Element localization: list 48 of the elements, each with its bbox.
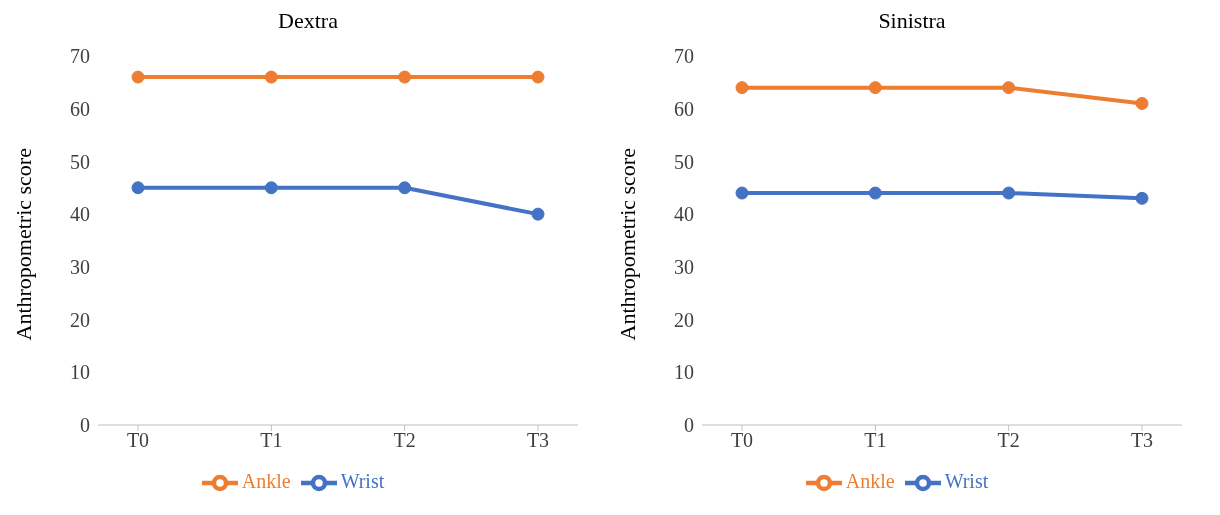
point — [531, 70, 545, 84]
point — [398, 181, 412, 195]
y-tick-label: 30 — [674, 255, 694, 278]
point — [398, 70, 412, 84]
chart-title: Sinistra — [877, 8, 947, 35]
legend-label: Wrist — [340, 469, 385, 492]
point — [1135, 96, 1149, 110]
y-tick-label: 40 — [70, 203, 90, 226]
y-tick-label: 60 — [70, 97, 90, 120]
y-tick-label: 30 — [70, 255, 90, 278]
x-tick-label: T1 — [864, 429, 887, 452]
y-tick-label: 40 — [674, 203, 694, 226]
y-tick-label: 10 — [674, 361, 694, 384]
y-tick-label: 0 — [80, 414, 90, 437]
point — [264, 181, 278, 195]
y-tick-label: 20 — [674, 308, 694, 331]
point — [1135, 191, 1149, 205]
point — [868, 186, 882, 200]
y-axis-title: Anthropometric score — [10, 148, 36, 341]
x-tick-label: T2 — [393, 429, 416, 452]
point — [868, 81, 882, 95]
y-tick-label: 60 — [674, 97, 694, 120]
point — [1002, 81, 1016, 95]
legend-label: Ankle — [241, 469, 291, 492]
x-tick-label: T0 — [126, 429, 150, 452]
x-tick-label: T0 — [730, 429, 754, 452]
point — [531, 207, 545, 221]
point — [735, 81, 749, 95]
point — [131, 181, 145, 195]
point — [1002, 186, 1016, 200]
x-tick-label: T2 — [997, 429, 1020, 452]
y-tick-label: 70 — [674, 45, 694, 68]
y-tick-label: 20 — [70, 308, 90, 331]
legend-label: Wrist — [944, 469, 989, 492]
y-tick-label: 0 — [684, 414, 694, 437]
y-tick-label: 50 — [70, 150, 90, 173]
x-tick-label: T1 — [260, 429, 283, 452]
x-tick-label: T3 — [526, 429, 550, 452]
y-tick-label: 10 — [70, 361, 90, 384]
y-axis-title: Anthropometric score — [614, 148, 640, 341]
y-tick-label: 70 — [70, 45, 90, 68]
chart-title: Dextra — [277, 8, 339, 35]
y-tick-label: 50 — [674, 150, 694, 173]
point — [735, 186, 749, 200]
point — [131, 70, 145, 84]
legend-label: Ankle — [845, 469, 895, 492]
point — [264, 70, 278, 84]
x-tick-label: T3 — [1130, 429, 1154, 452]
